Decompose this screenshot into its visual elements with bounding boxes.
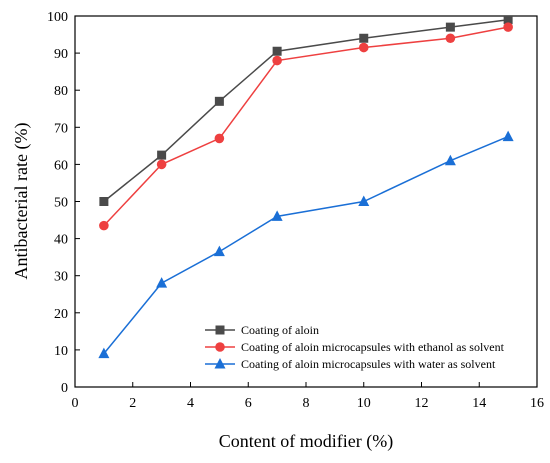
data-point (213, 245, 225, 257)
x-tick-label: 4 (187, 396, 194, 411)
data-point (99, 220, 109, 231)
x-tick-label: 2 (129, 396, 136, 411)
x-tick-label: 10 (357, 396, 371, 411)
data-point (99, 197, 109, 206)
y-tick-label: 50 (54, 196, 68, 211)
x-tick-label: 6 (245, 396, 252, 411)
x-axis-title: Content of modifier (%) (219, 431, 393, 452)
data-point (272, 46, 282, 56)
data-point (358, 195, 370, 206)
legend-label: Coating of aloin microcapsules with etha… (241, 340, 505, 354)
legend-marker (215, 325, 225, 335)
y-tick-label: 80 (54, 84, 68, 99)
legend-marker (215, 342, 225, 352)
data-point (358, 42, 369, 53)
data-point (359, 33, 369, 43)
legend-label: Coating of aloin microcapsules with wate… (241, 357, 496, 371)
legend: Coating of aloin Coating of aloin microca… (205, 323, 505, 371)
series-line (103, 18, 509, 203)
y-tick-label: 40 (54, 233, 68, 248)
x-tick-label: 0 (72, 396, 79, 411)
y-tick-label: 70 (54, 121, 68, 136)
y-tick-label: 60 (54, 158, 68, 173)
data-point (98, 347, 110, 359)
y-tick-label: 10 (54, 344, 68, 359)
legend-marker (214, 358, 226, 369)
series-layer (98, 15, 514, 359)
legend-item: Coating of aloin microcapsules with wate… (205, 357, 496, 371)
x-tick-label: 8 (303, 396, 310, 411)
y-axis: 0 10 20 30 40 50 60 70 80 90 100 (47, 10, 80, 396)
data-point (445, 22, 455, 32)
legend-item: Coating of aloin (205, 323, 319, 337)
legend-item: Coating of aloin microcapsules with etha… (205, 340, 505, 354)
data-point (272, 55, 282, 66)
data-point (445, 33, 456, 44)
series-line (103, 135, 509, 355)
x-axis: 0 2 4 6 8 10 12 14 16 (72, 382, 544, 411)
data-point (156, 277, 168, 288)
series-2 (99, 22, 513, 231)
series-3 (98, 130, 514, 359)
y-tick-label: 20 (54, 307, 68, 322)
series-line (103, 26, 509, 227)
y-axis-title: Antibacterial rate (%) (11, 123, 32, 280)
x-tick-label: 12 (415, 396, 429, 411)
y-tick-label: 0 (61, 381, 68, 396)
data-point (157, 150, 167, 160)
y-tick-label: 30 (54, 270, 68, 285)
data-point (444, 154, 456, 166)
data-point (156, 159, 167, 170)
y-tick-label: 100 (47, 10, 68, 25)
data-point (214, 133, 225, 144)
x-tick-label: 16 (530, 396, 544, 411)
data-point (214, 96, 224, 106)
legend-label: Coating of aloin (241, 323, 319, 337)
data-point (502, 130, 514, 142)
series-1 (99, 15, 513, 206)
x-tick-label: 14 (472, 396, 486, 411)
data-point (503, 22, 513, 32)
data-point (503, 15, 513, 25)
data-point (271, 210, 283, 221)
y-tick-label: 90 (54, 47, 68, 62)
